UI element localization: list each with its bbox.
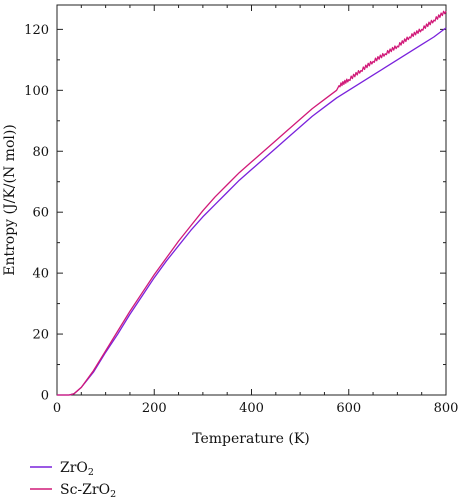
plot-frame [56,4,447,396]
y-tick-label: 100 [24,84,49,99]
y-tick-label: 0 [41,389,49,404]
y-tick-label: 120 [24,23,49,38]
x-tick-label: 600 [336,401,361,416]
axis-ticks [56,5,447,396]
legend-label-1: Sc-ZrO2 [60,482,116,500]
y-tick-label: 60 [32,206,49,221]
x-tick-label: 200 [142,401,167,416]
series-line-1 [57,10,447,396]
x-tick-label: 0 [53,401,61,416]
legend: ZrO2 Sc-ZrO2 [30,460,116,500]
legend-label-0: ZrO2 [60,460,94,478]
y-axis-label: Entropy (J/K/(N mol)) [2,124,18,276]
y-tick-label: 80 [32,145,49,160]
series-lines [57,10,447,396]
series-line-0 [57,27,447,396]
x-tick-label: 800 [434,401,458,416]
x-tick-label: 400 [239,401,264,416]
y-tick-label: 40 [32,267,49,282]
x-axis-label: Temperature (K) [192,431,310,447]
axis-tick-labels: 0 200 400 600 800 0 20 40 60 80 100 120 [24,23,458,416]
y-tick-label: 20 [32,328,49,343]
